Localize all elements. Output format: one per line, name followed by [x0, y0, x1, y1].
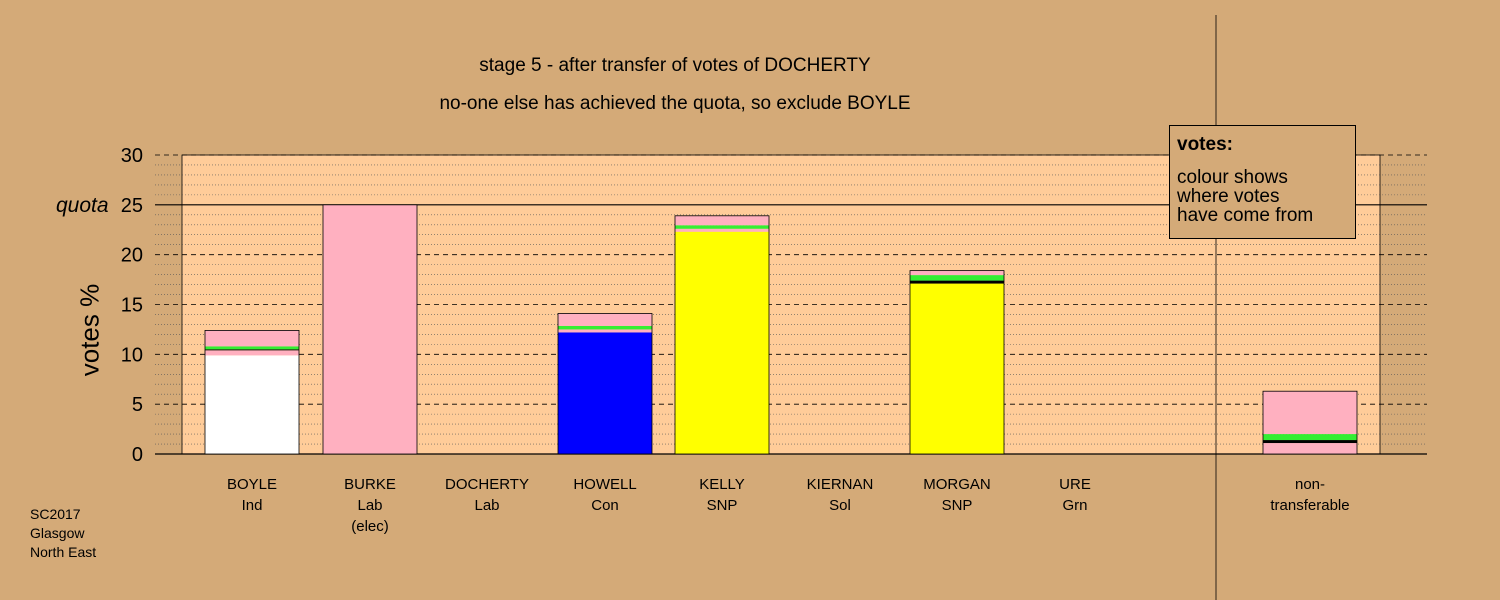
y-tick-label: 25 [121, 195, 143, 217]
x-tick-label: Grn [1062, 497, 1087, 514]
legend-heading: votes: [1177, 134, 1233, 155]
x-tick-label: Sol [829, 497, 851, 514]
bar-segment [1263, 443, 1357, 454]
chart-title: stage 5 - after transfer of votes of DOC… [479, 55, 871, 76]
legend-line: colour shows [1177, 167, 1288, 188]
x-tick-label: DOCHERTY [445, 476, 529, 493]
x-tick-label: URE [1059, 476, 1091, 493]
bar-segment [205, 330, 299, 347]
x-tick-label: SNP [707, 497, 738, 514]
y-tick-label: 5 [132, 394, 143, 416]
bar-outline [674, 215, 770, 455]
x-tick-label: SNP [942, 497, 973, 514]
footer-line: SC2017 [30, 506, 81, 522]
x-tick-label: Con [591, 497, 619, 514]
bar-segment [558, 332, 652, 454]
x-tick-label: MORGAN [923, 476, 991, 493]
bar-segment [675, 215, 769, 226]
bar-segment [1263, 440, 1357, 444]
y-tick-label: 10 [121, 344, 143, 366]
bar-outline [322, 204, 418, 455]
x-tick-label: HOWELL [573, 476, 636, 493]
bar-segment [205, 355, 299, 454]
y-axis-label: votes % [74, 283, 105, 377]
x-tick-label: Lab [357, 497, 382, 514]
bar-segment [205, 346, 299, 350]
x-tick-label: (elec) [351, 518, 389, 535]
x-tick-label: KIERNAN [807, 476, 874, 493]
footer-note: SC2017 Glasgow North East [30, 505, 96, 562]
bar-segment [205, 350, 299, 356]
bar-outline [557, 313, 653, 455]
bar-segment [205, 349, 299, 351]
y-tick-label: 20 [121, 245, 143, 267]
bar-segment [675, 228, 769, 232]
footer-line: Glasgow [30, 525, 85, 541]
bar-segment [675, 231, 769, 454]
bar-outline [1262, 390, 1358, 455]
bar-segment [910, 270, 1004, 276]
x-tick-label: BURKE [344, 476, 396, 493]
x-tick-label: non- [1295, 476, 1325, 493]
x-tick-label: Ind [242, 497, 263, 514]
bar-segment [910, 280, 1004, 284]
bar-segment [675, 225, 769, 229]
bar-segment [558, 313, 652, 326]
x-tick-label: BOYLE [227, 476, 277, 493]
y-tick-label: 30 [121, 145, 143, 167]
quota-label: quota [56, 194, 109, 217]
bar-segment [910, 275, 1004, 281]
footer-line: North East [30, 544, 97, 560]
bar-segment [558, 329, 652, 333]
chart-subtitle: no-one else has achieved the quota, so e… [439, 93, 911, 114]
legend-line: where votes [1177, 186, 1280, 207]
bar-outline [909, 270, 1005, 455]
y-tick-label: 0 [132, 444, 143, 466]
bar-outline [204, 330, 300, 455]
bar-segment [1263, 434, 1357, 441]
x-tick-label: KELLY [699, 476, 745, 493]
bar-segment [323, 204, 417, 454]
x-tick-label: transferable [1270, 497, 1349, 514]
bar-segment [558, 325, 652, 330]
y-tick-label: 15 [121, 295, 143, 317]
legend-line: have come from [1177, 205, 1314, 226]
legend-box: votes: colour shows where votes have com… [1169, 125, 1356, 239]
x-tick-label: Lab [474, 497, 499, 514]
bar-segment [910, 283, 1004, 454]
bar-segment [1263, 391, 1357, 435]
